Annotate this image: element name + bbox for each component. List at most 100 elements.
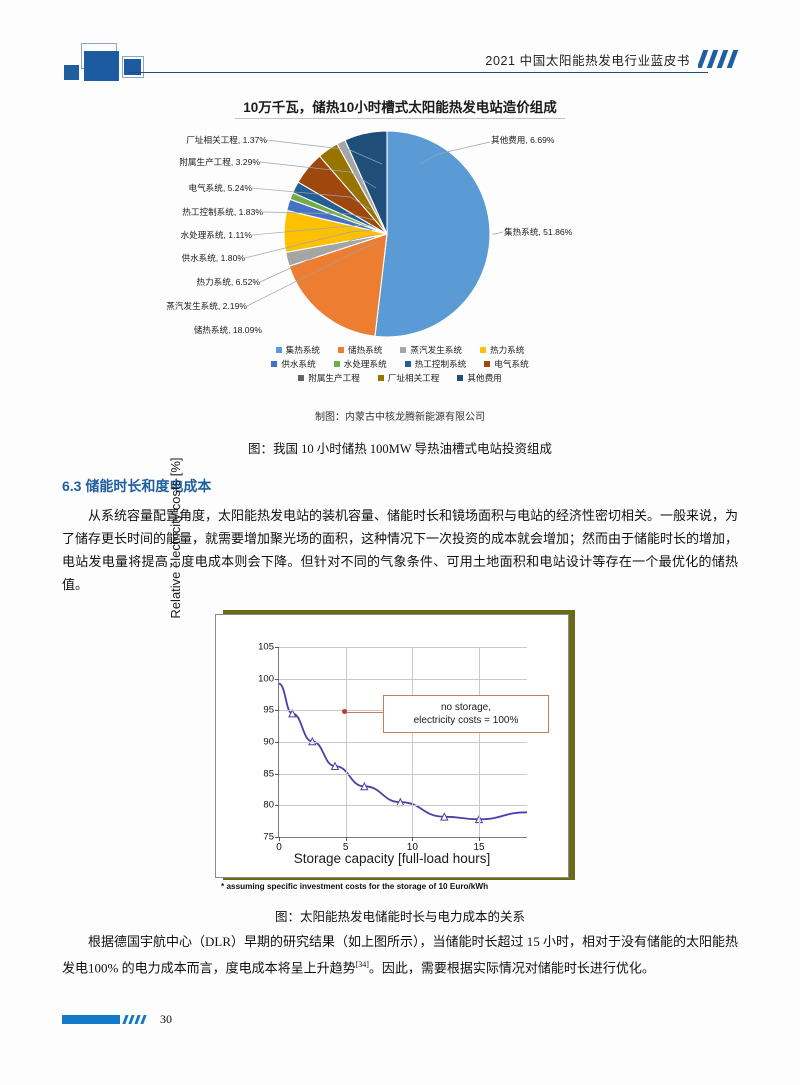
gridline-v-5 — [345, 647, 347, 837]
section-paragraph: 从系统容量配置角度，太阳能热发电站的装机容量、储能时长和镜场面积与电站的经济性密… — [62, 504, 738, 596]
gridline-v-15 — [479, 647, 480, 837]
figure-caption-1: 图：我国 10 小时储热 100MW 导热油槽式电站投资组成 — [248, 442, 552, 456]
x-tickmark-15 — [479, 837, 480, 841]
paragraph-text: 从系统容量配置角度，太阳能热发电站的装机容量、储能时长和镜场面积与电站的经济性密… — [62, 508, 739, 592]
leader-lines — [244, 139, 504, 307]
pie-label-reli: 热力系统, 6.52% — [196, 277, 260, 287]
closing-a: 根据德国宇航中心（DLR）早期的研究结果（如上图所示），当储能时长超过 15 小… — [62, 934, 739, 976]
closing-b: 。因此，需要根据实际情况对储能时长进行优化。 — [368, 960, 655, 976]
reference-marker: [34] — [355, 960, 369, 969]
x-tick-15: 15 — [473, 842, 485, 853]
gridline-h-100 — [279, 678, 527, 680]
y-axis-label: Relative electricity costs [%] — [168, 457, 183, 619]
book-stack-logo-icon — [62, 38, 172, 82]
pie-slice-0 — [374, 130, 491, 338]
y-tick-85: 85 — [263, 768, 274, 780]
y-tickmark-75 — [275, 837, 279, 838]
section-heading-6-3: 6.3 储能时长和度电成本 — [62, 478, 212, 494]
y-tickmark-105 — [275, 647, 279, 648]
y-tick-100: 100 — [258, 673, 274, 685]
pie-label-dianqi: 电气系统, 5.24% — [188, 183, 252, 193]
y-tick-75: 75 — [263, 831, 274, 843]
legend-row-2: 供水系统 水处理系统 热工控制系统 电气系统 — [100, 358, 700, 370]
pie-svg — [283, 130, 491, 338]
legend-row-1: 集热系统 储热系统 蒸汽发生系统 热力系统 — [100, 344, 700, 356]
slash-mark-icon — [698, 50, 742, 68]
data-marker-4 — [360, 781, 369, 791]
pie-label-qita: 其他费用, 6.69% — [491, 135, 555, 145]
legend-row-3: 附属生产工程 厂址相关工程 其他费用 — [100, 372, 700, 384]
y-tick-95: 95 — [263, 704, 274, 716]
pie-label-jire: 集热系统, 51.86% — [504, 227, 573, 237]
gridline-h-85 — [279, 773, 527, 775]
y-tickmark-95 — [275, 710, 279, 712]
x-tickmark-0 — [279, 837, 280, 841]
gridline-h-80 — [279, 805, 527, 807]
pie-legend: 集热系统 储热系统 蒸汽发生系统 热力系统 供水系统 水处理系统 热工控制系统 … — [100, 344, 700, 386]
callout-line-2: electricity costs = 100% — [413, 715, 519, 726]
x-tick-10: 10 — [406, 842, 418, 853]
no-storage-callout: no storage, electricity costs = 100% — [383, 695, 549, 733]
pie-slice-1 — [288, 233, 388, 337]
legend-item-6: 热工控制系统 — [404, 358, 466, 370]
gridline-h-105 — [279, 647, 527, 648]
pie-label-chure: 储热系统, 18.09% — [193, 325, 262, 335]
header-title: 2021 中国太阳能热发电行业蓝皮书 — [485, 54, 690, 68]
pie-slice-10 — [344, 130, 388, 235]
pie-chart-figure: 10万千瓦，储热10小时槽式太阳能热发电站造价组成 — [100, 92, 700, 432]
legend-item-4: 供水系统 — [271, 358, 316, 370]
callout-connector — [345, 712, 385, 713]
x-axis-label: Storage capacity [full-load hours] — [293, 851, 491, 866]
pie-label-shuichuli: 水处理系统, 1.11% — [180, 230, 252, 240]
gridline-h-90 — [279, 742, 527, 743]
data-marker-1 — [288, 708, 297, 718]
legend-item-9: 厂址相关工程 — [377, 372, 439, 384]
closing-text: 根据德国宇航中心（DLR）早期的研究结果（如上图所示），当储能时长超过 15 小… — [62, 930, 738, 979]
legend-item-8: 附属生产工程 — [298, 372, 360, 384]
pie-label-changzhi: 厂址相关工程, 1.37% — [186, 135, 267, 145]
closing-paragraph: 根据德国宇航中心（DLR）早期的研究结果（如上图所示），当储能时长超过 15 小… — [62, 930, 738, 979]
y-tick-80: 80 — [263, 799, 274, 811]
footer-bar-icon — [62, 1015, 120, 1024]
gridline-v-10 — [412, 647, 414, 837]
y-tickmark-85 — [275, 773, 279, 775]
data-marker-2 — [308, 736, 317, 746]
x-tick-5: 5 — [342, 842, 349, 853]
figure-caption-2: 图：太阳能热发电储能时长与电力成本的关系 — [274, 910, 525, 924]
page-number: 30 — [160, 1012, 172, 1026]
legend-item-2: 蒸汽发生系统 — [400, 344, 462, 356]
legend-item-10: 其他费用 — [457, 372, 502, 384]
data-marker-6 — [440, 812, 449, 821]
legend-item-3: 热力系统 — [479, 344, 524, 356]
y-tick-105: 105 — [258, 641, 274, 653]
legend-item-5: 水处理系统 — [333, 358, 387, 370]
y-tickmark-100 — [275, 678, 279, 680]
y-tick-90: 90 — [263, 736, 274, 748]
data-marker-3 — [330, 761, 340, 770]
x-tickmark-10 — [412, 837, 414, 841]
legend-item-7: 电气系统 — [484, 358, 529, 370]
callout-line-1: no storage, — [440, 702, 492, 713]
page-header: 2021 中国太阳能热发电行业蓝皮书 — [0, 0, 800, 92]
pie-chart-credit: 制图：内蒙古中核龙腾新能源有限公司 — [315, 412, 485, 423]
header-rule — [128, 72, 708, 73]
legend-item-0: 集热系统 — [275, 344, 320, 356]
pie-label-gongshui: 供水系统, 1.80% — [181, 253, 245, 263]
plot-area: no storage, electricity costs = 100% 75 8… — [258, 642, 549, 853]
x-tickmark-5 — [345, 837, 347, 841]
pie-chart-canvas — [283, 130, 491, 338]
pie-label-zhengqi: 蒸汽发生系统, 2.19% — [166, 301, 247, 311]
annotation-marker — [342, 709, 347, 714]
x-tick-0: 0 — [276, 842, 282, 853]
legend-item-1: 储热系统 — [338, 344, 382, 356]
y-tickmark-90 — [275, 742, 279, 743]
pie-chart-title: 10万千瓦，储热10小时槽式太阳能热发电站造价组成 — [243, 100, 557, 115]
title-underline — [235, 118, 565, 119]
pie-label-fushu: 附属生产工程, 3.29% — [179, 157, 260, 167]
pie-label-regong: 热工控制系统, 1.83% — [182, 207, 263, 217]
chart-footnote: * assuming specific investment costs for… — [221, 882, 489, 891]
page-footer: 30 — [62, 1012, 262, 1028]
line-chart-figure: Relative electricity costs [%] no storag… — [168, 457, 585, 904]
chart-card: Relative electricity costs [%] no storag… — [168, 457, 569, 878]
